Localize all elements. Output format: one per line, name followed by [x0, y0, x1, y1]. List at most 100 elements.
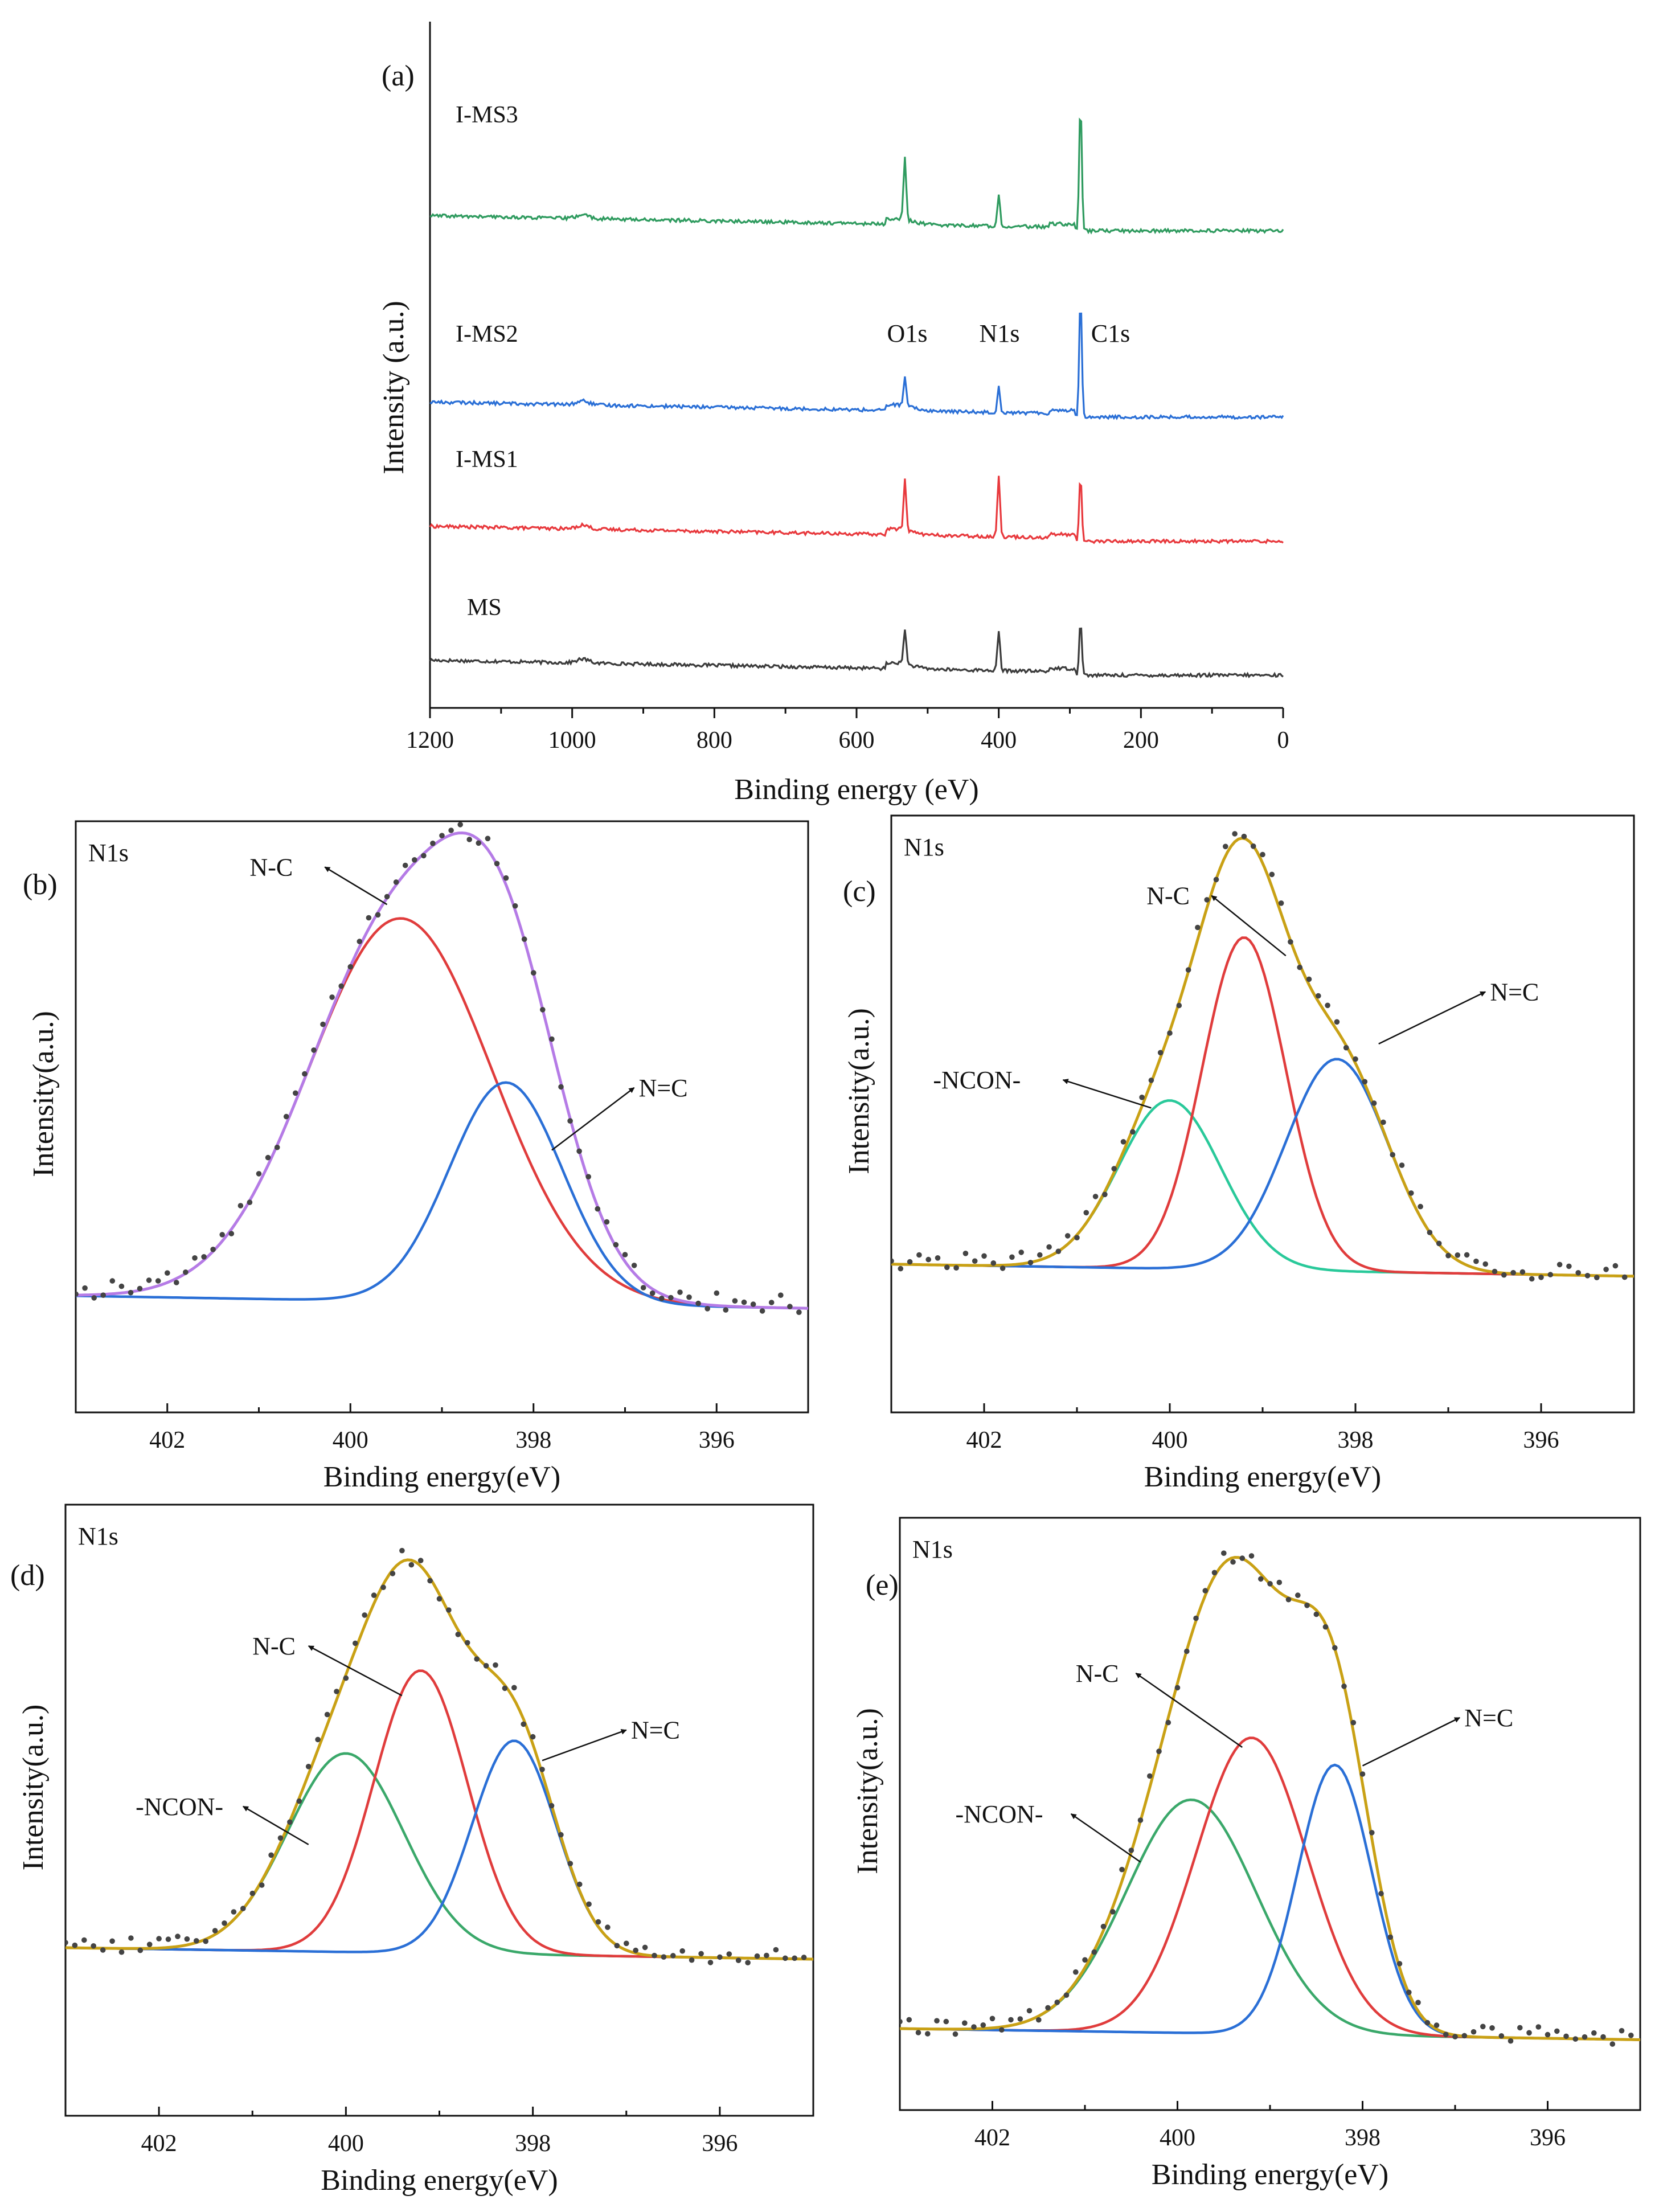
raw-data-point-c	[1353, 1056, 1358, 1062]
series-label-i-ms2: I-MS2	[456, 321, 518, 347]
raw-data-point-e	[900, 2018, 903, 2025]
raw-data-point-b	[485, 835, 491, 842]
raw-data-point-b	[723, 1307, 729, 1313]
raw-data-point-e	[1619, 2027, 1625, 2034]
raw-data-point-e	[1147, 1773, 1153, 1779]
raw-data-point-c	[1027, 1260, 1034, 1265]
raw-data-point-e	[1267, 1581, 1273, 1587]
raw-data-point-c	[1223, 843, 1228, 850]
raw-data-point-d	[109, 1938, 115, 1944]
raw-data-point-c	[1612, 1263, 1619, 1269]
raw-data-point-d	[689, 1957, 695, 1963]
raw-data-point-e	[1036, 2017, 1042, 2023]
raw-data-point-c	[891, 1258, 894, 1264]
panel-label-d: (d)	[10, 1559, 45, 1592]
raw-data-point-e	[1258, 1576, 1264, 1582]
x-tick-label-e: 402	[974, 2125, 1010, 2151]
raw-data-point-c	[1232, 831, 1238, 837]
x-tick-label-c: 396	[1523, 1427, 1559, 1453]
raw-data-point-b	[549, 1036, 555, 1042]
x-tick-label-d: 400	[328, 2131, 364, 2157]
raw-data-point-e	[925, 2031, 931, 2037]
raw-data-point-b	[293, 1090, 298, 1096]
raw-data-point-c	[1501, 1272, 1507, 1278]
raw-data-point-e	[1369, 1830, 1375, 1836]
raw-data-point-b	[274, 1144, 280, 1150]
raw-data-point-b	[466, 837, 472, 842]
raw-data-point-b	[448, 828, 454, 833]
raw-data-point-b	[512, 903, 518, 909]
raw-data-point-d	[614, 1943, 620, 1949]
series-line-ms	[429, 627, 1284, 679]
raw-data-point-e	[1128, 1848, 1134, 1853]
raw-data-point-e	[1221, 1550, 1227, 1556]
raw-data-point-b	[76, 1291, 79, 1297]
raw-data-point-d	[399, 1547, 405, 1554]
raw-data-point-d	[277, 1835, 284, 1841]
raw-data-point-d	[146, 1941, 153, 1947]
raw-data-point-c	[1157, 1050, 1164, 1056]
raw-data-point-e	[1313, 1611, 1320, 1617]
raw-data-point-e	[1276, 1579, 1283, 1586]
raw-data-point-c	[1288, 939, 1293, 945]
raw-data-point-b	[174, 1280, 179, 1285]
raw-data-point-e	[962, 2020, 968, 2026]
raw-data-point-e	[1359, 1771, 1366, 1777]
raw-data-point-c	[1037, 1252, 1043, 1258]
raw-data-point-b	[457, 822, 463, 828]
raw-data-point-e	[1554, 2028, 1560, 2034]
raw-data-point-b	[357, 939, 363, 944]
raw-data-point-c	[1204, 897, 1210, 903]
raw-data-point-c	[1519, 1269, 1526, 1275]
raw-data-point-d	[548, 1803, 555, 1809]
raw-data-point-c	[1092, 1194, 1099, 1199]
x-tick-label-a: 1200	[406, 727, 454, 753]
raw-data-point-d	[305, 1764, 312, 1769]
raw-data-point-d	[315, 1736, 321, 1743]
raw-data-point-d	[371, 1592, 377, 1598]
raw-data-point-d	[707, 1960, 714, 1965]
raw-data-point-c	[1046, 1244, 1052, 1250]
raw-data-point-c	[1250, 843, 1256, 849]
annotation-label-e: N-C	[1076, 1660, 1119, 1687]
raw-data-point-c	[1195, 924, 1201, 931]
raw-data-point-c	[1083, 1210, 1089, 1216]
plot-frame-c	[890, 814, 1635, 1414]
raw-data-point-d	[343, 1675, 349, 1681]
component-nc-e	[900, 1736, 1640, 2041]
raw-data-point-b	[412, 857, 417, 863]
series-line-i-ms1	[429, 476, 1284, 545]
annotation-label-b: N=C	[639, 1074, 688, 1102]
raw-data-point-d	[792, 1955, 797, 1961]
x-tick-label-b: 400	[333, 1427, 368, 1453]
raw-data-point-b	[659, 1296, 665, 1301]
raw-data-point-d	[287, 1819, 293, 1825]
corner-label-e: N1s	[912, 1535, 953, 1563]
raw-data-point-c	[981, 1253, 987, 1259]
panel-label-b: (b)	[23, 869, 58, 901]
raw-data-point-c	[1455, 1252, 1461, 1258]
raw-data-point-b	[613, 1242, 619, 1248]
raw-data-point-e	[1545, 2031, 1551, 2038]
raw-data-point-e	[971, 2024, 977, 2030]
raw-data-point-b	[219, 1232, 226, 1238]
raw-data-point-b	[393, 879, 399, 885]
x-tick-label-e: 398	[1345, 2125, 1381, 2151]
corner-label-b: N1s	[88, 839, 129, 867]
raw-data-point-e	[1341, 1683, 1347, 1689]
raw-data-point-d	[165, 1936, 171, 1942]
raw-data-point-d	[567, 1861, 574, 1866]
raw-data-point-c	[1621, 1274, 1628, 1280]
annotation-label-b: N-C	[249, 853, 293, 881]
raw-data-point-d	[754, 1953, 760, 1959]
raw-data-point-c	[916, 1252, 922, 1258]
raw-data-point-e	[1285, 1596, 1292, 1603]
raw-data-point-c	[1538, 1275, 1544, 1280]
annotation-label-c: N-C	[1146, 882, 1190, 910]
annotation-label-c: -NCON-	[933, 1066, 1021, 1094]
component-ncon-c	[891, 1099, 1634, 1278]
raw-data-point-d	[511, 1685, 517, 1691]
envelope-fit-e	[900, 1555, 1640, 2041]
raw-data-point-d	[633, 1947, 638, 1953]
